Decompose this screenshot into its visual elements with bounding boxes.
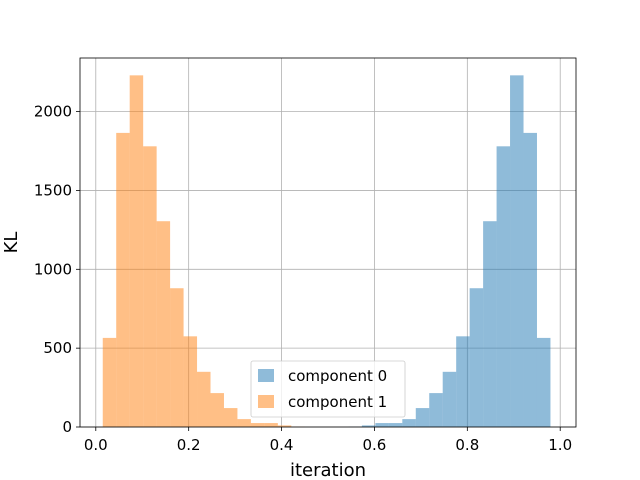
y-tick-label: 500 xyxy=(43,339,72,357)
histogram-bar-component-0 xyxy=(402,419,416,427)
histogram-bar-component-0 xyxy=(483,221,497,427)
legend-swatch-component-1 xyxy=(258,395,274,408)
histogram-bar-component-0 xyxy=(361,425,376,427)
histogram-bar-component-0 xyxy=(536,337,551,427)
histogram-bar-component-1 xyxy=(210,393,224,427)
y-tick-label: 2000 xyxy=(34,103,72,121)
histogram-bar-component-1 xyxy=(183,336,198,427)
histogram-bar-component-1 xyxy=(197,371,211,427)
histogram-bar-component-1 xyxy=(156,221,171,427)
x-tick-label: 0.2 xyxy=(177,436,201,454)
histogram-bar-component-1 xyxy=(237,419,251,427)
x-axis-label: iteration xyxy=(290,460,366,480)
histogram-bar-component-0 xyxy=(510,75,524,427)
histogram-bar-component-0 xyxy=(375,423,389,427)
legend: component 0 component 1 xyxy=(250,360,406,418)
histogram-bar-component-0 xyxy=(523,132,537,427)
plot-frame xyxy=(79,57,577,428)
histogram-bar-component-0 xyxy=(496,146,511,428)
histogram-bar-component-0 xyxy=(456,336,470,427)
y-axis-label: KL xyxy=(1,232,22,254)
histogram-bar-component-1 xyxy=(264,423,278,427)
x-tick-label: 0.4 xyxy=(270,436,294,454)
legend-box xyxy=(250,360,406,418)
y-tick-label: 1500 xyxy=(34,181,72,199)
histogram-bar-component-1 xyxy=(143,146,157,428)
y-tick-label: 0 xyxy=(62,418,72,436)
histogram-bar-component-1 xyxy=(250,423,265,427)
histogram-bar-component-0 xyxy=(388,423,403,427)
histogram-bar-component-0 xyxy=(442,371,457,427)
legend-label-component-1: component 1 xyxy=(288,393,387,411)
histogram-bar-component-0 xyxy=(429,393,443,427)
x-tick-label: 0.0 xyxy=(84,436,108,454)
legend-label-component-0: component 0 xyxy=(288,367,387,385)
histogram-bar-component-0 xyxy=(415,408,430,427)
x-tick-label: 0.8 xyxy=(455,436,479,454)
x-tick-label: 0.6 xyxy=(363,436,387,454)
x-tick-label: 1.0 xyxy=(548,436,572,454)
histogram-bar-component-1 xyxy=(223,408,238,427)
y-tick-label: 1000 xyxy=(34,260,72,278)
axis-ticks: 0.0 0.2 0.4 0.6 0.8 1.0 0 500 1000 1500 2000 xyxy=(34,103,572,454)
histogram-bars xyxy=(102,75,551,428)
histogram-bar-component-1 xyxy=(116,132,130,427)
histogram-bar-component-0 xyxy=(469,288,484,427)
histogram-bar-component-1 xyxy=(129,75,144,427)
histogram-bar-component-1 xyxy=(277,425,292,427)
legend-swatch-component-0 xyxy=(258,369,274,382)
histogram-bar-component-1 xyxy=(170,288,184,427)
histogram-bar-component-1 xyxy=(102,337,117,427)
